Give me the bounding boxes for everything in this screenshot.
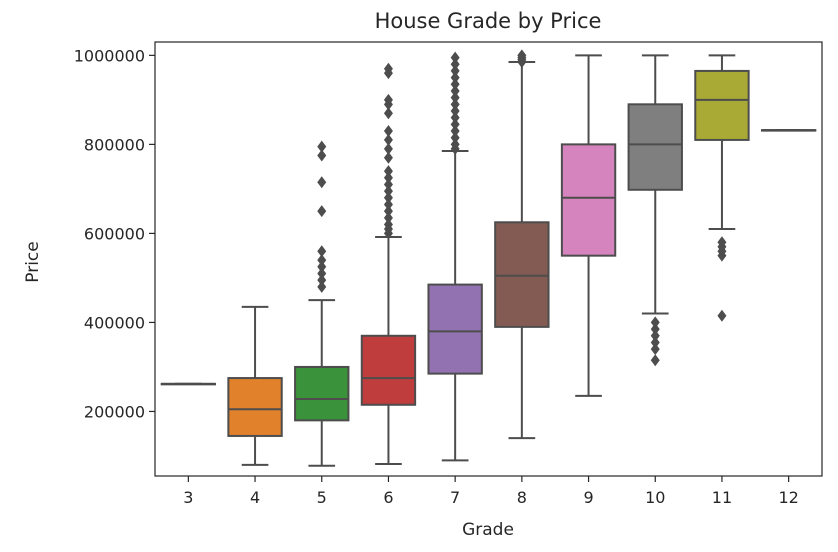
outlier-point bbox=[650, 343, 660, 356]
x-tick-label: 7 bbox=[450, 488, 460, 507]
iqr-box bbox=[627, 103, 683, 191]
outlier-point bbox=[450, 51, 460, 64]
x-tick-label: 9 bbox=[583, 488, 593, 507]
y-tick-label: 600000 bbox=[84, 224, 145, 243]
x-tick-label: 5 bbox=[317, 488, 327, 507]
iqr-box bbox=[360, 334, 417, 406]
x-axis: 3 4 5 6 7 8 9 10 11 12 bbox=[183, 476, 799, 507]
outlier-point bbox=[383, 125, 393, 138]
y-tick-label: 1000000 bbox=[74, 46, 145, 65]
x-tick-label: 4 bbox=[250, 488, 260, 507]
outlier-point bbox=[450, 104, 460, 117]
x-tick-label: 11 bbox=[712, 488, 732, 507]
outlier-point bbox=[383, 93, 393, 106]
iqr-box bbox=[494, 221, 550, 328]
plot-area bbox=[160, 49, 817, 467]
outlier-point bbox=[383, 185, 393, 198]
outlier-point bbox=[383, 171, 393, 184]
box-grade-12 bbox=[760, 129, 817, 132]
box-grade-7 bbox=[427, 51, 483, 462]
x-tick-label: 10 bbox=[645, 488, 665, 507]
outlier-point bbox=[450, 125, 460, 138]
iqr-box bbox=[427, 283, 483, 375]
box-grade-4 bbox=[227, 305, 283, 466]
x-tick-label: 12 bbox=[778, 488, 798, 507]
box-grade-5 bbox=[294, 140, 350, 467]
outlier-point bbox=[383, 133, 393, 146]
iqr-box bbox=[294, 365, 350, 422]
outlier-point bbox=[383, 62, 393, 75]
outlier-point bbox=[317, 280, 327, 293]
x-axis-label: Grade bbox=[462, 520, 514, 540]
y-tick-label: 200000 bbox=[84, 402, 145, 421]
outlier-point bbox=[383, 142, 393, 155]
outlier-point bbox=[650, 316, 660, 329]
outlier-point bbox=[317, 260, 327, 273]
outlier-point bbox=[317, 205, 327, 218]
outlier-point bbox=[450, 91, 460, 104]
outlier-point bbox=[383, 218, 393, 231]
outlier-point bbox=[317, 245, 327, 258]
outlier-point bbox=[383, 198, 393, 211]
outlier-point bbox=[450, 98, 460, 111]
y-tick-label: 800000 bbox=[84, 135, 145, 154]
y-tick-label: 400000 bbox=[84, 313, 145, 332]
outlier-point bbox=[383, 191, 393, 204]
outlier-point bbox=[317, 140, 327, 153]
outlier-point bbox=[450, 78, 460, 91]
outlier-point bbox=[450, 118, 460, 131]
box-grade-11 bbox=[694, 54, 750, 322]
x-tick-label: 8 bbox=[517, 488, 527, 507]
outlier-point bbox=[450, 131, 460, 144]
box-grade-9 bbox=[560, 54, 617, 397]
outlier-point bbox=[450, 111, 460, 124]
outlier-point bbox=[383, 151, 393, 164]
outlier-point bbox=[383, 178, 393, 191]
outlier-point bbox=[650, 354, 660, 367]
outlier-point bbox=[383, 107, 393, 120]
box-grade-6 bbox=[360, 62, 417, 465]
outlier-point bbox=[450, 71, 460, 84]
iqr-box bbox=[694, 69, 750, 141]
outlier-point bbox=[317, 274, 327, 287]
outlier-point bbox=[450, 58, 460, 71]
box-grade-3 bbox=[160, 382, 217, 386]
outlier-point bbox=[317, 149, 327, 162]
iqr-box bbox=[560, 143, 617, 257]
y-axis: 200000 400000 600000 800000 1000000 bbox=[74, 46, 155, 421]
outlier-point bbox=[450, 64, 460, 77]
outlier-point bbox=[383, 205, 393, 218]
outlier-point bbox=[450, 84, 460, 97]
outlier-point bbox=[650, 323, 660, 336]
outlier-point bbox=[383, 211, 393, 224]
iqr-box bbox=[227, 377, 283, 437]
x-tick-label: 3 bbox=[183, 488, 193, 507]
outlier-point bbox=[317, 267, 327, 280]
plot-frame bbox=[154, 41, 823, 477]
x-tick-label: 6 bbox=[383, 488, 393, 507]
outlier-point bbox=[717, 236, 727, 249]
outlier-point bbox=[650, 336, 660, 349]
box-grade-8 bbox=[494, 49, 550, 440]
outlier-point bbox=[317, 176, 327, 189]
outlier-point bbox=[650, 329, 660, 342]
outlier-point bbox=[383, 165, 393, 178]
outlier-point bbox=[450, 138, 460, 151]
box-grade-10 bbox=[627, 54, 683, 367]
y-axis-label: Price bbox=[23, 241, 43, 282]
outlier-point bbox=[717, 309, 727, 322]
chart-title: House Grade by Price bbox=[375, 9, 602, 33]
outlier-point bbox=[517, 49, 527, 62]
outlier-point bbox=[317, 254, 327, 267]
